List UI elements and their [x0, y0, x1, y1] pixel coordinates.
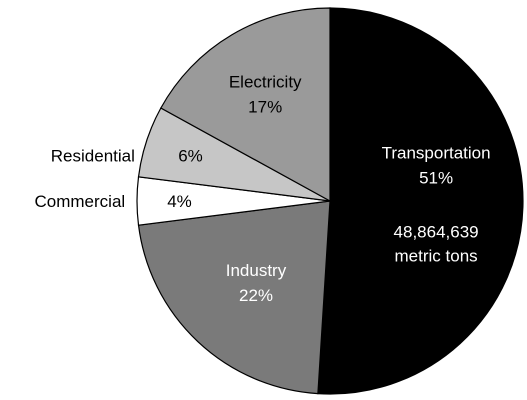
- slice-percent-industry: 22%: [239, 286, 273, 305]
- pie-slice-industry: [137, 200, 331, 395]
- slice-percent-residential: 6%: [178, 147, 203, 166]
- slice-label-electricity: Electricity: [229, 72, 302, 91]
- slice-percent-transportation: 51%: [419, 168, 453, 187]
- slice-label-transportation: Transportation: [382, 143, 491, 162]
- slice-label-residential: Residential: [51, 147, 135, 166]
- pie-slice-transportation: [317, 7, 524, 395]
- slice-note-transportation-1: metric tons: [395, 246, 478, 265]
- slice-percent-commercial: 4%: [167, 192, 192, 211]
- slice-percent-electricity: 17%: [248, 97, 282, 116]
- slice-label-industry: Industry: [226, 261, 287, 280]
- slice-label-commercial: Commercial: [35, 192, 126, 211]
- slice-note-transportation-0: 48,864,639: [394, 222, 479, 241]
- pie-slice-electricity: [160, 7, 331, 203]
